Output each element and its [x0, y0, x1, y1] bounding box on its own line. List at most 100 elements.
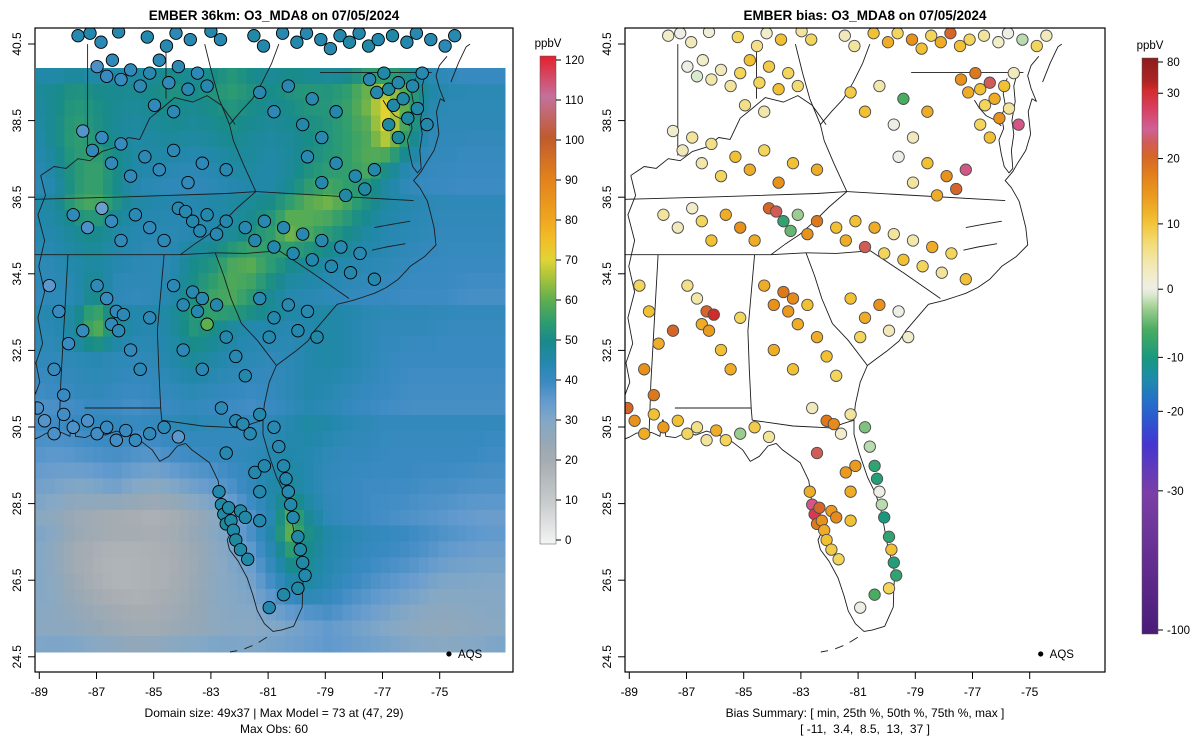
raster-cell	[141, 336, 152, 353]
raster-cell	[390, 225, 401, 243]
station-dot	[925, 29, 938, 42]
raster-cell	[112, 367, 123, 385]
raster-cell	[313, 352, 324, 369]
raster-cell	[103, 162, 113, 179]
raster-cell	[323, 210, 334, 227]
raster-cell	[179, 588, 190, 606]
raster-cell	[208, 588, 219, 606]
outline-delmarva	[435, 56, 448, 135]
raster-cell	[150, 68, 161, 85]
raster-cell	[93, 288, 104, 306]
raster-cell	[112, 178, 123, 195]
station-dot	[157, 420, 171, 434]
raster-cell	[36, 257, 46, 274]
raster-cell	[342, 352, 353, 369]
raster-cell	[246, 257, 257, 274]
colorbar-tick-label: 70	[565, 255, 578, 267]
raster-cell	[179, 273, 190, 290]
raster-cell	[141, 636, 152, 653]
raster-cell	[74, 604, 85, 621]
raster-cell	[131, 68, 142, 85]
raster-cell	[122, 257, 133, 274]
raster-cell	[112, 383, 123, 400]
raster-cell	[332, 225, 343, 243]
raster-cell	[237, 636, 247, 653]
raster-cell	[476, 588, 487, 606]
raster-cell	[371, 178, 381, 195]
raster-cell	[332, 478, 343, 495]
raster-cell	[74, 210, 85, 227]
raster-cell	[371, 257, 381, 274]
raster-cell	[380, 320, 391, 337]
station-dot	[219, 330, 233, 344]
raster-cell	[55, 210, 66, 227]
raster-cell	[160, 225, 171, 243]
raster-cell	[170, 225, 180, 243]
raster-cell	[332, 383, 343, 400]
raster-cell	[438, 83, 448, 100]
raster-cell	[83, 336, 94, 353]
raster-cell	[227, 557, 238, 574]
raster-cell	[141, 573, 152, 590]
raster-cell	[438, 509, 448, 527]
raster-cell	[237, 494, 247, 511]
raster-cell	[390, 573, 401, 590]
raster-cell	[447, 304, 458, 321]
raster-cell	[428, 257, 439, 274]
raster-cell	[390, 68, 401, 85]
raster-cell	[237, 320, 247, 337]
raster-cell	[332, 604, 343, 621]
raster-cell	[485, 162, 496, 179]
raster-cell	[351, 367, 362, 385]
raster-cell	[55, 273, 66, 290]
raster-cell	[418, 273, 429, 290]
raster-cell	[179, 620, 190, 637]
station-dot	[638, 363, 651, 376]
raster-cell	[428, 588, 439, 606]
raster-cell	[485, 620, 496, 637]
raster-cell	[351, 446, 362, 463]
station-dot	[695, 215, 708, 228]
raster-cell	[418, 178, 429, 195]
raster-cell	[160, 494, 171, 511]
raster-cell	[428, 541, 439, 558]
raster-cell	[179, 541, 190, 558]
raster-cell	[36, 273, 46, 290]
raster-cell	[418, 494, 429, 511]
station-dot	[748, 421, 761, 434]
raster-cell	[447, 636, 458, 653]
station-dot	[83, 28, 97, 40]
raster-cell	[227, 304, 238, 321]
raster-cell	[227, 431, 238, 448]
station-dot	[844, 485, 857, 498]
raster-cell	[150, 288, 161, 306]
raster-cell	[361, 241, 372, 258]
outline-ky_va_wv	[819, 43, 871, 192]
raster-cell	[74, 336, 85, 353]
raster-cell	[36, 210, 46, 227]
raster-cell	[361, 131, 372, 148]
raster-cell	[428, 462, 439, 479]
raster-cell	[485, 131, 496, 148]
raster-cell	[55, 478, 66, 495]
station-dot	[777, 285, 790, 299]
raster-cell	[112, 415, 123, 432]
raster-cell	[294, 383, 305, 400]
raster-cell	[418, 446, 429, 463]
raster-cell	[208, 446, 219, 463]
raster-cell	[418, 304, 429, 321]
raster-cell	[112, 352, 123, 369]
raster-cell	[438, 257, 448, 274]
raster-cell	[103, 431, 113, 448]
raster-cell	[485, 178, 496, 195]
raster-cell	[227, 115, 238, 132]
raster-cell	[457, 557, 468, 574]
raster-cell	[83, 304, 94, 321]
station-dot	[329, 156, 343, 170]
raster-cell	[409, 115, 420, 132]
raster-cell	[390, 210, 401, 227]
raster-cell	[36, 557, 46, 574]
station-dot	[236, 417, 250, 431]
raster-cell	[227, 210, 238, 227]
raster-cell	[208, 557, 219, 574]
